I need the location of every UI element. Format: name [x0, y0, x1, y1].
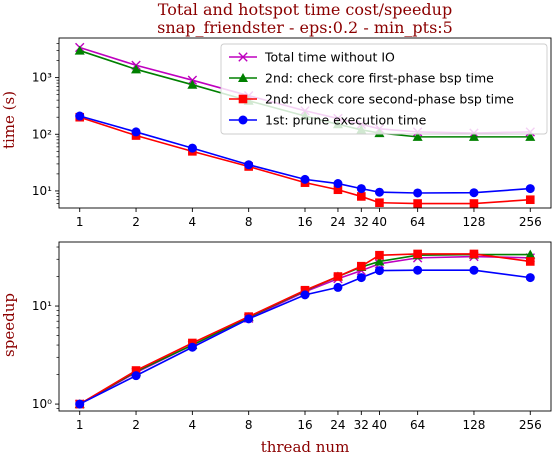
- legend-entry: Total time without IO: [264, 50, 395, 65]
- data-point: [412, 131, 423, 141]
- data-point: [413, 188, 423, 198]
- y-tick-label: 10¹: [32, 299, 52, 313]
- legend: Total time without IO 2nd: check core fir…: [220, 43, 548, 135]
- x-tick-label: 4: [189, 418, 197, 432]
- data-point: [75, 399, 85, 409]
- x-tick-label: 4: [189, 215, 197, 229]
- data-point: [131, 64, 142, 74]
- data-point: [525, 184, 535, 194]
- data-point: [469, 199, 479, 208]
- data-point: [375, 250, 384, 260]
- data-point: [356, 184, 366, 194]
- data-point: [187, 143, 197, 153]
- data-point: [525, 249, 536, 259]
- data-point: [374, 266, 384, 276]
- legend-marker: [238, 94, 248, 104]
- data-point: [244, 314, 254, 324]
- x-tick-label: 256: [519, 418, 542, 432]
- legend-marker: [238, 52, 248, 62]
- series-line: [79, 255, 531, 405]
- x-tick-label: 24: [330, 215, 345, 229]
- data-point: [244, 160, 254, 170]
- legend-box: [220, 43, 548, 135]
- data-point: [525, 131, 536, 141]
- data-point: [525, 273, 535, 283]
- legend-entry: 2nd: check core first-phase bsp time: [265, 71, 494, 86]
- x-tick-label: 128: [463, 418, 486, 432]
- data-point: [333, 272, 343, 281]
- data-point: [131, 371, 141, 381]
- x-tick-label: 32: [354, 215, 369, 229]
- ylabel-speedup: speedup: [0, 293, 18, 357]
- x-tick-label: 64: [410, 418, 425, 432]
- y-tick-label: 10³: [32, 71, 52, 85]
- data-point: [413, 199, 422, 208]
- data-point: [525, 195, 535, 205]
- x-tick-label: 256: [519, 215, 542, 229]
- data-point: [469, 188, 479, 198]
- x-tick-label: 40: [372, 215, 387, 229]
- series-2: [75, 249, 535, 409]
- data-point: [468, 131, 479, 141]
- data-point: [333, 282, 343, 292]
- plot-frame: [58, 37, 552, 209]
- data-point: [413, 265, 423, 275]
- plot-frame: [58, 241, 552, 412]
- series-0: [75, 251, 535, 409]
- data-point: [187, 79, 198, 89]
- data-point: [333, 185, 343, 195]
- x-tick-label: 2: [132, 418, 140, 432]
- y-tick-label: 10¹: [32, 184, 52, 198]
- data-point: [300, 290, 310, 300]
- data-point: [356, 273, 366, 283]
- chart-title: Total and hotspot time cost/speedup: [158, 0, 452, 19]
- data-point: [131, 127, 141, 137]
- data-point: [131, 366, 141, 375]
- data-point: [300, 285, 310, 295]
- x-tick-label: 64: [410, 215, 425, 229]
- legend-marker: [238, 73, 248, 82]
- legend-entry: 1st: prune execution time: [265, 113, 427, 128]
- data-point: [469, 265, 479, 275]
- x-tick-label: 16: [297, 418, 312, 432]
- legend-marker: [238, 115, 248, 125]
- x-tick-label: 40: [372, 418, 387, 432]
- chart-subtitle: snap_friendster - eps:0.2 - min_pts:5: [157, 18, 453, 37]
- y-tick-label: 10⁰: [32, 397, 52, 411]
- data-point: [525, 257, 535, 266]
- x-tick-label: 1: [76, 418, 84, 432]
- data-point: [74, 45, 85, 55]
- x-tick-label: 32: [354, 418, 369, 432]
- data-point: [374, 187, 384, 197]
- data-point: [333, 179, 343, 189]
- series-3: [75, 111, 535, 198]
- ylabel-time: time (s): [0, 91, 18, 149]
- x-tick-label: 24: [330, 418, 345, 432]
- series-line: [79, 253, 531, 405]
- x-tick-label: 1: [76, 215, 84, 229]
- data-point: [469, 249, 479, 259]
- data-point: [374, 256, 385, 266]
- y-tick-label: 10²: [32, 127, 52, 141]
- xlabel-thread-num: thread num: [261, 438, 350, 456]
- data-point: [357, 261, 366, 271]
- x-tick-label: 16: [297, 215, 312, 229]
- legend-entry: 2nd: check core second-phase bsp time: [265, 92, 514, 107]
- data-point: [300, 174, 310, 184]
- x-tick-label: 8: [245, 418, 253, 432]
- x-tick-label: 128: [463, 215, 486, 229]
- data-point: [75, 111, 85, 121]
- series-3: [75, 265, 535, 409]
- data-point: [357, 192, 366, 201]
- x-tick-label: 2: [132, 215, 140, 229]
- series-line: [79, 253, 531, 405]
- data-point: [375, 198, 384, 208]
- x-tick-label: 8: [245, 215, 253, 229]
- data-point: [187, 342, 197, 352]
- series-1: [74, 249, 536, 409]
- data-point: [413, 249, 422, 259]
